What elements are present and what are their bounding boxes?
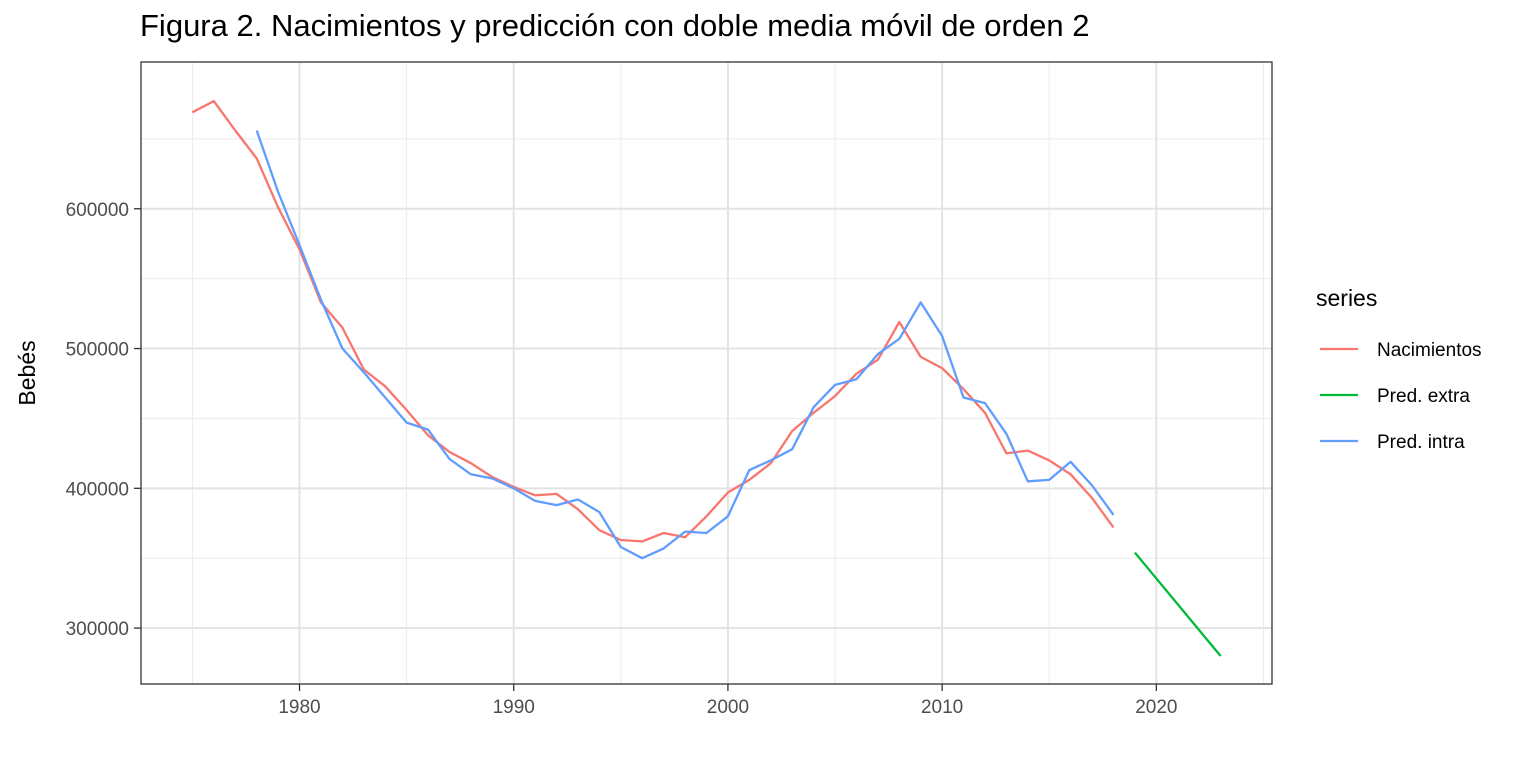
- series-line-pred-extra: [1134, 551, 1222, 657]
- panel-border: [140, 61, 1273, 685]
- y-tick-label: 300000: [66, 619, 129, 640]
- axes: 1980 1990 2000 2010 2020 300000 400000 500000 60…: [14, 61, 1273, 718]
- series-lines: [191, 99, 1222, 657]
- y-tick-label: 600000: [66, 200, 129, 221]
- plot-panel: [141, 62, 1272, 684]
- y-tick-label: 400000: [66, 479, 129, 500]
- legend-title: series: [1316, 285, 1377, 311]
- chart-title: Figura 2. Nacimientos y predicción con d…: [140, 8, 1090, 43]
- y-axis-title: Bebés: [14, 340, 40, 405]
- panel-background: [141, 62, 1272, 684]
- x-tick-label: 1980: [278, 697, 320, 718]
- legend-label-nacimientos: Nacimientos: [1377, 340, 1482, 361]
- x-tick-label: 2000: [707, 697, 749, 718]
- legend-label-pred-intra: Pred. intra: [1377, 432, 1465, 453]
- y-tick-label: 500000: [66, 340, 129, 361]
- series-line-pred-intra: [255, 130, 1115, 560]
- x-tick-label: 2020: [1135, 697, 1177, 718]
- x-tick-label: 1990: [493, 697, 535, 718]
- x-tick-label: 2010: [921, 697, 963, 718]
- legend-label-pred-extra: Pred. extra: [1377, 386, 1470, 407]
- legend: series Nacimientos Pred. extra Pred. intra: [1316, 285, 1482, 453]
